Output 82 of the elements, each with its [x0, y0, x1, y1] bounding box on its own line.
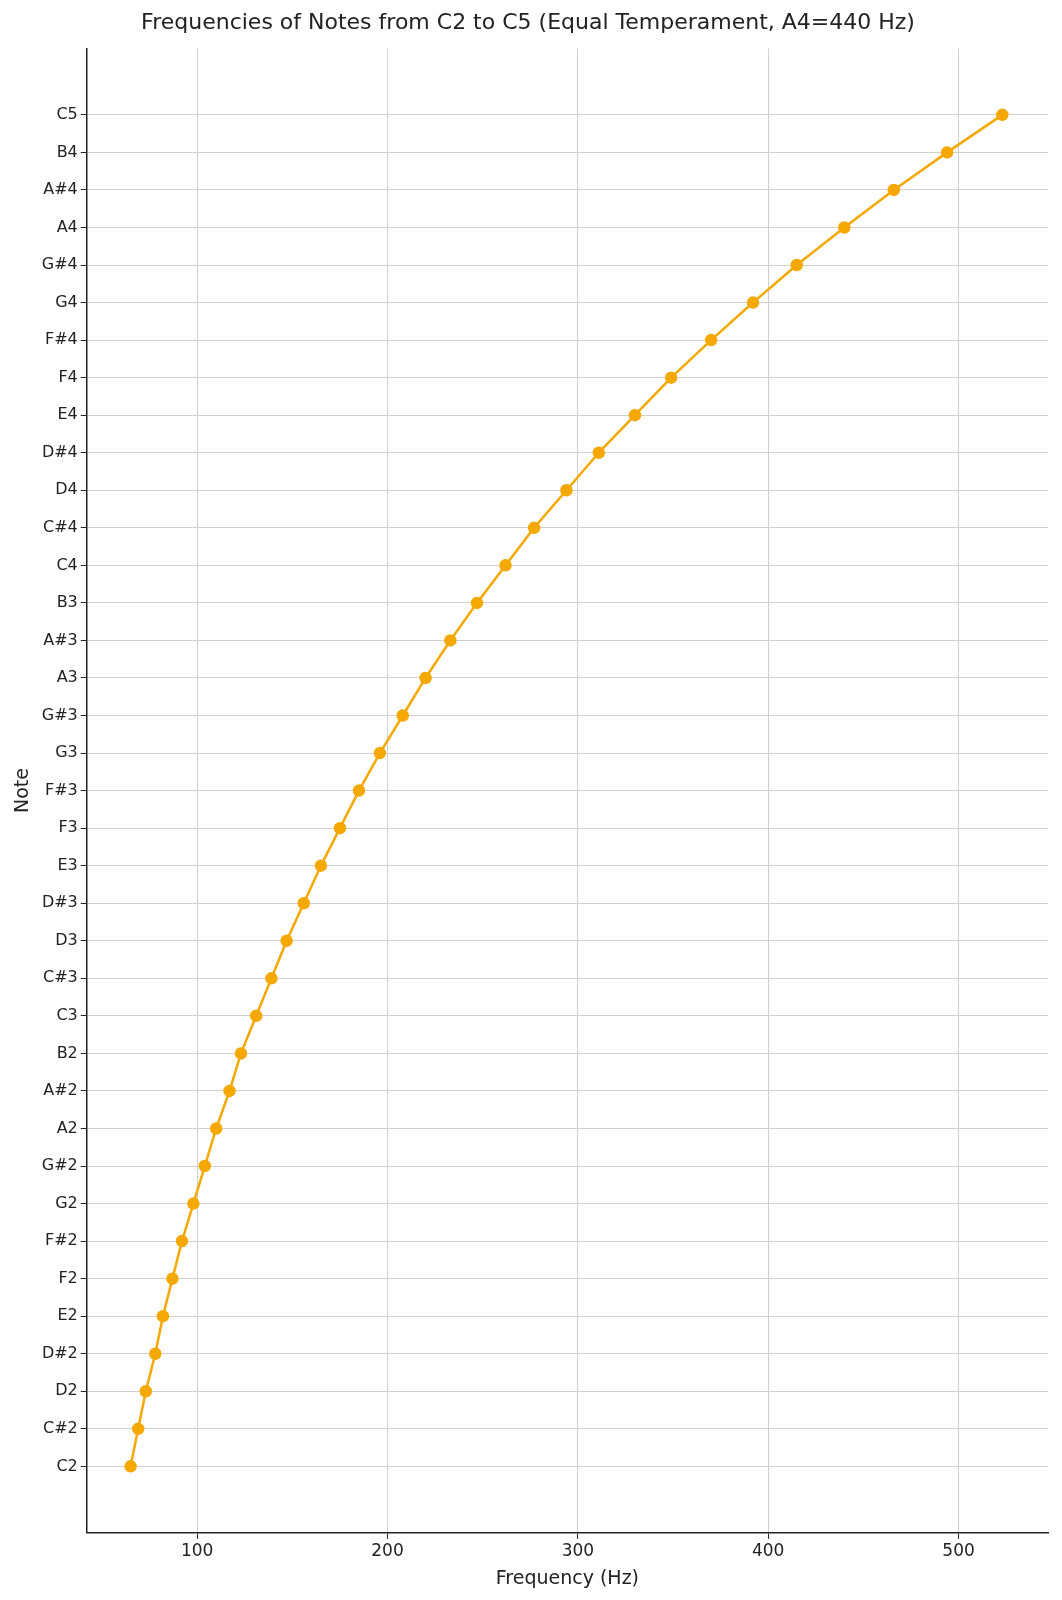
point: [149, 1347, 162, 1360]
y-tick-label: F#2: [44, 1230, 78, 1250]
y-tick-label: E4: [57, 404, 78, 424]
y-tick-label: C5: [56, 104, 78, 124]
point: [628, 408, 642, 422]
point: [209, 1122, 223, 1135]
point: [175, 1234, 189, 1248]
point: [139, 1385, 153, 1398]
y-tick-label: F#4: [44, 329, 78, 349]
point: [790, 258, 803, 272]
point: [131, 1422, 145, 1436]
y-axis-title: Note: [10, 768, 33, 814]
y-tick-label: D#4: [41, 441, 78, 461]
point: [419, 671, 432, 685]
y-tick-label: E2: [57, 1305, 78, 1325]
y-tick-label: D#3: [41, 892, 78, 912]
y-tick-label: A2: [56, 1117, 78, 1137]
point: [527, 521, 541, 535]
point: [592, 446, 606, 459]
point: [940, 146, 954, 159]
point: [297, 896, 311, 910]
point: [234, 1047, 248, 1060]
point: [198, 1159, 212, 1173]
y-tick-label: D2: [55, 1380, 78, 1400]
y-tick-label: D4: [55, 479, 78, 499]
y-tick-label: B4: [56, 141, 78, 161]
point: [887, 183, 901, 197]
point: [373, 746, 387, 760]
x-axis-title: Frequency (Hz): [495, 1565, 640, 1588]
point: [166, 1272, 179, 1285]
y-tick-label: C2: [56, 1455, 78, 1475]
point: [470, 596, 484, 610]
y-tick-label: G#2: [41, 1155, 78, 1175]
y-tick-label: F4: [58, 366, 78, 386]
y-tick-label: F3: [58, 817, 78, 837]
point: [333, 821, 347, 835]
point: [314, 859, 328, 872]
y-tick-label: C#2: [43, 1417, 78, 1437]
chart-title: Frequencies of Notes from C2 to C5 (Equal Temperament, A4=440 Hz): [141, 8, 915, 34]
y-tick-label: G#3: [41, 704, 78, 724]
point: [223, 1084, 236, 1098]
y-tick-label: G2: [55, 1192, 78, 1212]
y-tick-label: E3: [57, 854, 78, 874]
x-tick-label: 100: [180, 1540, 214, 1561]
point: [187, 1197, 200, 1210]
point: [156, 1309, 170, 1323]
y-tick-label: A#3: [43, 629, 78, 649]
y-tick-label: G3: [55, 742, 78, 762]
y-tick-label: A#2: [43, 1080, 78, 1100]
point: [265, 972, 278, 985]
x-tick-label: 500: [942, 1540, 975, 1561]
y-tick-label: B2: [56, 1042, 78, 1062]
y-tick-label: C3: [56, 1005, 78, 1025]
y-tick-label: A4: [56, 216, 78, 236]
x-tick-label: 300: [561, 1540, 595, 1561]
point: [124, 1460, 137, 1473]
point: [352, 784, 366, 797]
y-tick-label: C#4: [43, 516, 78, 536]
y-tick-label: C#3: [43, 967, 78, 987]
point: [396, 709, 409, 722]
y-tick-label: G4: [55, 291, 78, 311]
point: [444, 634, 457, 647]
y-tick-label: D3: [55, 929, 78, 949]
point: [704, 333, 718, 347]
y-tick-label: A3: [56, 667, 78, 687]
y-tick-label: C4: [56, 554, 78, 574]
point: [838, 221, 851, 234]
x-tick-label: 200: [371, 1540, 404, 1561]
point: [996, 108, 1009, 122]
y-tick-label: F2: [58, 1267, 78, 1287]
point: [280, 934, 293, 948]
point: [249, 1009, 263, 1023]
y-tick-label: G#4: [41, 254, 78, 274]
y-tick-label: B3: [56, 592, 78, 612]
x-tick-label: 400: [751, 1540, 785, 1561]
point: [664, 371, 678, 384]
point: [746, 296, 760, 309]
y-tick-label: A#4: [43, 179, 78, 199]
point: [560, 484, 573, 497]
y-tick-label: D#2: [41, 1342, 78, 1362]
point: [499, 559, 512, 572]
y-tick-label: F#3: [44, 779, 78, 799]
